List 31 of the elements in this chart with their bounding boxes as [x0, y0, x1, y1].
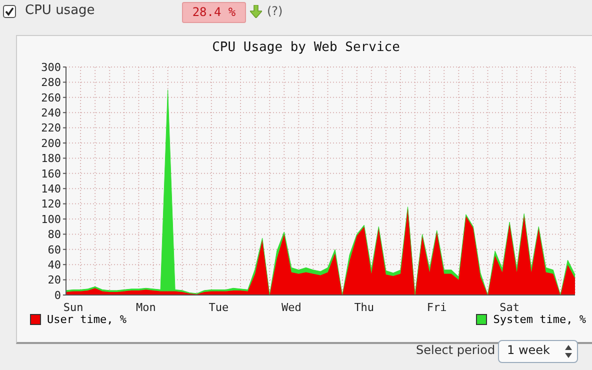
x-tick-label: Thu	[354, 300, 374, 314]
y-tick-label: 140	[41, 182, 61, 196]
y-tick-label: 80	[48, 228, 61, 242]
y-tick-label: 300	[41, 60, 61, 74]
legend-label: User time, %	[46, 313, 126, 326]
y-tick-label: 40	[48, 258, 61, 272]
y-tick-label: 100	[41, 212, 61, 226]
y-tick-label: 20	[48, 274, 61, 287]
y-tick-label: 260	[41, 91, 61, 104]
x-tick-label: Wed	[281, 300, 302, 314]
select-field: 1 week	[498, 340, 578, 363]
y-tick-label: 180	[41, 152, 61, 166]
text: Select period	[416, 343, 496, 357]
text: CPU usage	[25, 3, 95, 18]
y-tick-label: 240	[41, 106, 61, 120]
y-tick-label: 60	[48, 243, 61, 256]
y-tick-label: 280	[41, 76, 61, 90]
y-tick-label: 160	[41, 167, 61, 180]
x-tick-label: Sat	[500, 300, 520, 314]
x-tick-label: Mon	[136, 300, 156, 314]
y-tick-label: 0	[54, 288, 61, 302]
text: 28.4 %	[182, 2, 246, 23]
y-tick-label: 220	[41, 122, 61, 135]
y-tick-label: 120	[41, 198, 61, 211]
legend-label: System time, %	[492, 313, 586, 326]
x-tick-label: Tue	[208, 300, 229, 314]
chart-title: CPU Usage by Web Service	[211, 40, 401, 55]
y-tick-label: 200	[41, 136, 61, 150]
x-tick-label: Sun	[63, 300, 84, 314]
text: (?)	[267, 4, 283, 18]
x-tick-label: Fri	[426, 300, 447, 314]
